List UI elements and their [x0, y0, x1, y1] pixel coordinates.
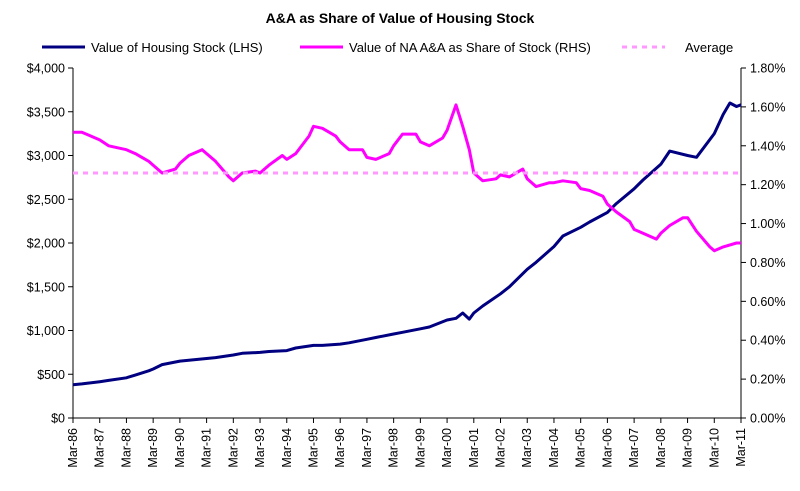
x-tick-label: Mar-91 — [200, 428, 214, 468]
y-left-tick-label: $2,500 — [27, 193, 65, 207]
legend-label-housing-stock: Value of Housing Stock (LHS) — [91, 40, 263, 55]
plot-area: $0 $500 $1,000 $1,500 $2,000 $2,500 $3,000 $3,5… — [27, 62, 786, 468]
y-left-tick-label: $0 — [51, 412, 65, 426]
x-tick-label: Mar-90 — [173, 428, 187, 468]
legend-label-aa-share: Value of NA A&A as Share of Stock (RHS) — [349, 40, 591, 55]
x-tick-label: Mar-02 — [494, 428, 508, 468]
x-tick-label: Mar-89 — [146, 428, 160, 468]
series-line-aa-share — [73, 103, 741, 253]
y-left-tick-label: $2,000 — [27, 237, 65, 251]
x-tick-label: Mar-88 — [119, 428, 133, 468]
y-right-tick-label: 0.80% — [750, 256, 785, 270]
x-tick-label: Mar-01 — [467, 428, 481, 468]
x-tick-label: Mar-10 — [707, 428, 721, 468]
x-tick-label: Mar-09 — [681, 428, 695, 468]
x-tick-label: Mar-04 — [547, 428, 561, 468]
y-left-tick-label: $3,500 — [27, 105, 65, 119]
legend-label-average: Average — [685, 40, 733, 55]
y-left-tick-label: $1,000 — [27, 324, 65, 338]
y-right-tick-label: 1.60% — [750, 100, 785, 114]
x-tick-label: Mar-00 — [440, 428, 454, 468]
y-right-tick-label: 1.80% — [750, 62, 785, 76]
y-right-tick-label: 1.00% — [750, 217, 785, 231]
x-tick-label: Mar-97 — [360, 428, 374, 468]
legend: Value of Housing Stock (LHS) Value of NA… — [42, 40, 733, 55]
x-tick-label: Mar-98 — [387, 428, 401, 468]
chart-title: A&A as Share of Value of Housing Stock — [266, 10, 535, 26]
x-tick-label: Mar-96 — [333, 428, 347, 468]
x-tick-label: Mar-06 — [600, 428, 614, 468]
y-right-tick-label: 1.40% — [750, 139, 785, 153]
x-tick-label: Mar-03 — [520, 428, 534, 468]
x-tick-label: Mar-92 — [226, 428, 240, 468]
x-tick-label: Mar-05 — [574, 428, 588, 468]
y-left-tick-label: $1,500 — [27, 280, 65, 294]
y-left-tick-label: $3,000 — [27, 149, 65, 163]
x-tick-label: Mar-93 — [253, 428, 267, 468]
x-tick-label: Mar-95 — [306, 428, 320, 468]
x-tick-label: Mar-07 — [627, 428, 641, 468]
x-tick-label: Mar-87 — [93, 428, 107, 468]
x-tick-label: Mar-86 — [66, 428, 80, 468]
y-right-tick-label: 0.20% — [750, 373, 785, 387]
y-right-tick-label: 0.00% — [750, 412, 785, 426]
x-tick-label: Mar-94 — [280, 428, 294, 468]
x-tick-label: Mar-11 — [734, 428, 748, 467]
series-line-housing-stock — [72, 101, 742, 387]
x-tick-label: Mar-99 — [413, 428, 427, 468]
y-right-tick-label: 0.60% — [750, 295, 785, 309]
y-left-tick-label: $4,000 — [27, 62, 65, 76]
y-right-tick-label: 1.20% — [750, 178, 785, 192]
y-left-tick-label: $500 — [37, 368, 65, 382]
x-tick-label: Mar-08 — [654, 428, 668, 468]
y-right-tick-label: 0.40% — [750, 334, 785, 348]
